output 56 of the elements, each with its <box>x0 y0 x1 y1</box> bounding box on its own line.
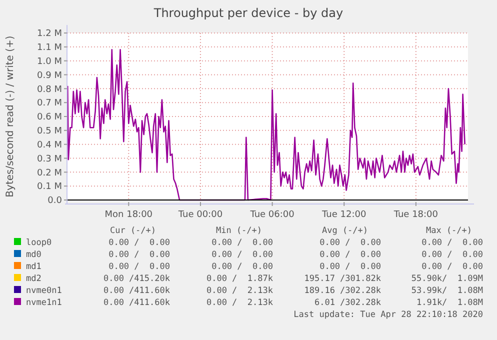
text: 0.00 / 0.00 <box>320 238 381 248</box>
legend-label: nvme0n1 <box>26 286 62 296</box>
legend-label: md1 <box>26 262 42 272</box>
y-tick-label: 1.1 M <box>37 43 62 54</box>
text: 0.00 / 0.00 <box>422 262 483 272</box>
y-tick-label: 1.2 M <box>37 29 62 40</box>
text: 0.00 / 0.00 <box>320 262 381 272</box>
text: 189.16 /302.28k <box>304 286 381 296</box>
y-tick-label: 0.3 M <box>37 154 62 164</box>
text: Cur (-/+) <box>110 226 156 236</box>
y-tick-label: 0.7 M <box>37 98 62 109</box>
chart-title: Throughput per device - by day <box>152 6 344 20</box>
y-tick-label: 0.0 <box>48 196 62 206</box>
x-tick-label: Tue 06:00 <box>249 210 295 220</box>
text: 6.01 /302.28k <box>314 298 381 308</box>
text: 0.00 / 0.00 <box>422 250 483 260</box>
text: 0.00 / 0.00 <box>212 262 273 272</box>
text: 0.00 / 0.00 <box>320 250 381 260</box>
x-tick-label: Tue 18:00 <box>392 210 438 220</box>
text: 0.00 /415.20k <box>103 274 170 284</box>
text: 0.00 / 2.13k <box>206 298 273 308</box>
x-tick-label: Mon 18:00 <box>104 210 153 220</box>
line-series <box>66 49 466 201</box>
text: Last update: Tue Apr 28 22:10:18 2020 <box>294 310 483 320</box>
y-tick-label: 0.4 M <box>37 140 62 150</box>
text: 0.00 / 0.00 <box>212 238 273 248</box>
text: 0.00 / 0.00 <box>108 250 170 260</box>
y-tick-label: 1.0 M <box>37 56 62 67</box>
text: 0.00 / 2.13k <box>206 286 273 296</box>
y-tick-label: 0.9 M <box>37 70 62 81</box>
text: 0.00 / 1.87k <box>206 274 273 284</box>
text: 0.00 / 0.00 <box>108 238 170 248</box>
text: Avg (-/+) <box>322 226 368 236</box>
y-axis-title: Bytes/second read (-) / write (+) <box>5 36 16 198</box>
legend-label: loop0 <box>26 238 52 248</box>
y-tick-label: 0.1 M <box>37 182 62 192</box>
legend-label: md2 <box>26 274 42 284</box>
legend-label: md0 <box>26 250 42 260</box>
text: 55.90k/ 1.09M <box>411 274 483 284</box>
y-tick-label: 0.5 M <box>37 126 62 137</box>
y-tick-label: 0.2 M <box>37 168 62 178</box>
text: 0.00 / 0.00 <box>212 250 273 260</box>
text: Max (-/+) <box>426 226 472 236</box>
x-tick-label: Tue 12:00 <box>321 210 366 220</box>
text: 0.00 /411.60k <box>103 286 170 296</box>
y-tick-label: 0.8 M <box>37 84 62 95</box>
text: Min (-/+) <box>216 226 262 236</box>
text: 195.17 /301.82k <box>304 274 381 284</box>
y-tick-label: 0.6 M <box>37 112 62 123</box>
text: 53.99k/ 1.08M <box>411 286 483 296</box>
legend-label: nvme1n1 <box>26 298 62 308</box>
text: 0.00 / 0.00 <box>108 262 170 272</box>
text: 1.91k/ 1.08M <box>416 298 483 308</box>
text: 0.00 /411.60k <box>103 298 170 308</box>
x-tick-label: Tue 00:00 <box>177 210 223 220</box>
text: 0.00 / 0.00 <box>422 238 483 248</box>
